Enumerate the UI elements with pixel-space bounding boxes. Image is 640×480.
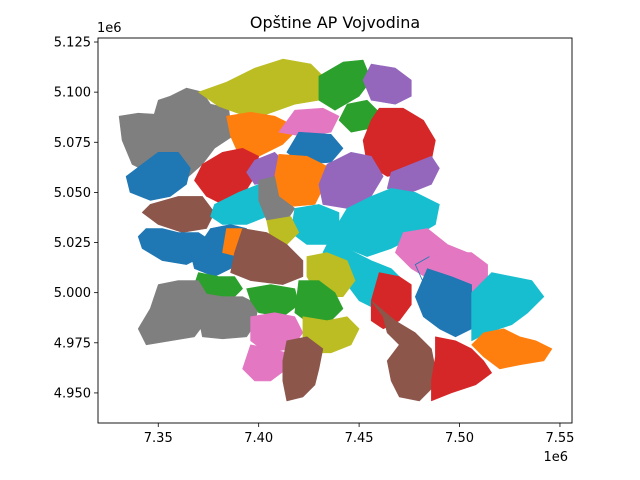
axes-frame [97, 37, 573, 424]
municipality-region [362, 63, 412, 105]
municipality-region [194, 148, 260, 205]
municipality-region [294, 280, 344, 326]
x-axis: 7.35 7.40 7.45 7.50 7.55 [144, 423, 574, 446]
y-tick-label: 5.050 [54, 186, 91, 201]
municipality-region [242, 344, 288, 382]
y-tick-label: 5.125 [54, 36, 91, 51]
municipality-region [414, 268, 472, 338]
y-tick-label: 5.025 [54, 236, 91, 251]
chart-title: Opštine AP Vojvodina [250, 13, 420, 32]
municipality-region [471, 328, 553, 370]
municipality-region [370, 300, 436, 402]
y-tick-label: 5.075 [54, 136, 91, 151]
municipality-region [137, 280, 211, 346]
municipality-region [125, 152, 191, 201]
x-tick-label: 7.35 [144, 431, 173, 446]
municipality-region [282, 336, 324, 402]
x-tick-label: 7.55 [545, 431, 574, 446]
municipality-region [431, 336, 493, 402]
border-line [414, 256, 430, 283]
municipality-region [258, 176, 296, 221]
y-tick-label: 5.000 [54, 286, 91, 301]
municipality-region [141, 196, 215, 233]
municipality-region [226, 111, 300, 157]
municipality-region [230, 228, 304, 285]
x-tick-label: 7.40 [244, 431, 273, 446]
y-tick-label: 5.100 [54, 86, 91, 101]
y-tick-label: 4.975 [54, 336, 91, 351]
x-axis-offset-label: 1e6 [543, 450, 568, 465]
y-tick-label: 4.950 [54, 386, 91, 401]
municipality-region [278, 107, 340, 137]
x-tick-label: 7.45 [345, 431, 374, 446]
municipality-region [370, 272, 412, 330]
x-tick-label: 7.50 [445, 431, 474, 446]
municipality-region [246, 284, 300, 318]
y-axis-offset-label: 1e6 [97, 21, 122, 36]
municipality-regions [118, 58, 553, 402]
y-axis: 4.950 4.975 5.000 5.025 5.050 5.075 5.100 5.125 [54, 36, 98, 401]
municipality-region [471, 272, 545, 342]
municipality-region [318, 59, 372, 111]
